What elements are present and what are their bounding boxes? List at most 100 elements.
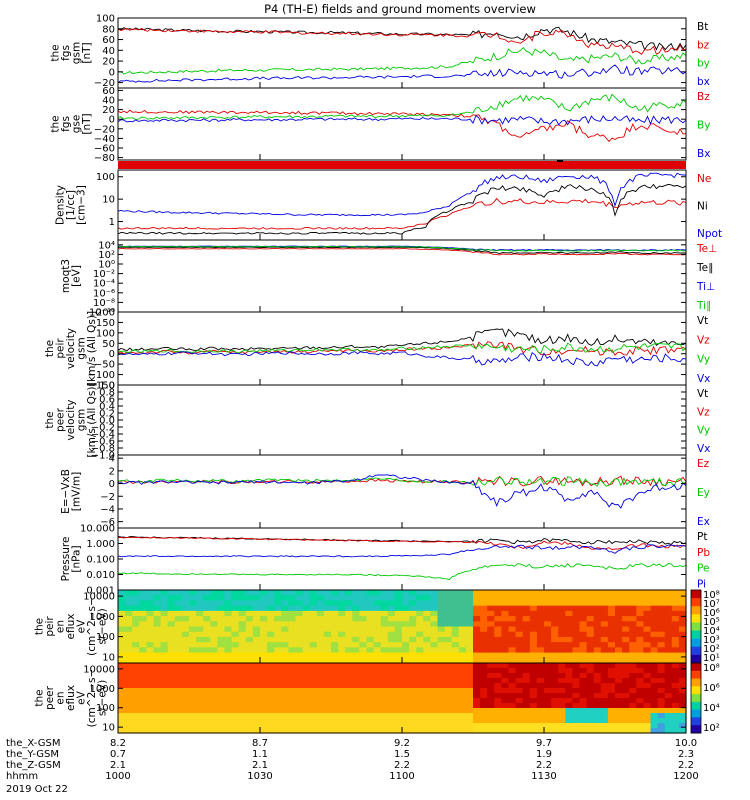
heatmap-cell — [359, 642, 368, 648]
heatmap-cell — [345, 610, 353, 617]
heatmap-cell — [458, 693, 467, 699]
heatmap-cell — [579, 590, 588, 596]
ephemeris-value: 0.7 — [110, 749, 126, 760]
crossing-indicator-mark — [557, 160, 563, 162]
heatmap-cell — [345, 718, 353, 724]
heatmap-cell — [657, 595, 666, 602]
heatmap-cell — [607, 626, 616, 633]
heatmap-cell — [302, 605, 311, 612]
heatmap-cell — [224, 605, 233, 612]
heatmap-cell — [501, 652, 510, 659]
heatmap-cell — [458, 683, 467, 689]
heatmap-cell — [331, 621, 339, 628]
heatmap-cell — [423, 703, 431, 709]
heatmap-cell — [494, 693, 502, 699]
heatmap-cell — [224, 718, 233, 724]
heatmap-cell — [118, 673, 126, 679]
heatmap-cell — [480, 693, 488, 699]
heatmap-cell — [118, 636, 126, 643]
heatmap-cell — [437, 688, 446, 694]
heatmap-cell — [323, 693, 332, 699]
heatmap-cell — [593, 626, 602, 633]
heatmap-cell — [657, 723, 666, 729]
heatmap-cell — [657, 688, 666, 694]
heatmap-cell — [607, 631, 616, 638]
heatmap-cell — [139, 626, 147, 633]
y-tick-label: 10⁻² — [93, 269, 115, 280]
heatmap-cell — [622, 626, 630, 633]
heatmap-cell — [629, 600, 637, 607]
heatmap-cell — [402, 636, 410, 643]
heatmap-cell — [394, 657, 403, 664]
heatmap-cell — [430, 663, 439, 669]
heatmap-cell — [593, 657, 602, 664]
heatmap-cell — [671, 698, 680, 704]
heatmap-cell — [331, 688, 339, 694]
heatmap-cell — [323, 663, 332, 669]
heatmap-cell — [252, 610, 261, 617]
heatmap-cell — [210, 683, 218, 689]
heatmap-cell — [125, 631, 133, 638]
heatmap-cell — [465, 600, 474, 607]
heatmap-cell — [274, 621, 282, 628]
heatmap-cell — [579, 723, 588, 729]
y-tick-label: 0.010 — [86, 570, 115, 581]
heatmap-cell — [465, 668, 474, 674]
heatmap-cell — [387, 626, 396, 633]
heatmap-cell — [295, 626, 304, 633]
heatmap-cell — [402, 678, 410, 684]
heatmap-cell — [402, 647, 410, 654]
heatmap-cell — [671, 616, 680, 622]
heatmap-cell — [118, 668, 126, 674]
heatmap-cell — [245, 728, 254, 734]
heatmap-cell — [678, 636, 687, 643]
heatmap-cell — [139, 663, 147, 669]
heatmap-cell — [309, 610, 318, 617]
heatmap-cell — [309, 688, 318, 694]
heatmap-cell — [423, 673, 431, 679]
heatmap-cell — [465, 626, 474, 633]
colorbar-segment — [691, 638, 701, 648]
heatmap-cell — [558, 678, 566, 684]
heatmap-cell — [167, 636, 176, 643]
y-tick-label: 40 — [102, 46, 115, 57]
colorbar-tick-label: 10⁴ — [703, 626, 720, 637]
heatmap-cell — [643, 605, 652, 612]
heatmap-cell — [409, 678, 417, 684]
heatmap-cell — [480, 610, 488, 617]
heatmap-cell — [224, 708, 233, 714]
heatmap-cell — [508, 616, 517, 622]
heatmap-cell — [174, 708, 183, 714]
heatmap-cell — [252, 723, 261, 729]
heatmap-cell — [636, 723, 644, 729]
heatmap-cell — [650, 595, 659, 602]
series-line-Ni — [117, 183, 687, 235]
heatmap-cell — [274, 673, 282, 679]
heatmap-cell — [551, 723, 559, 729]
ephemeris-value: 1.9 — [536, 749, 552, 760]
heatmap-cell — [118, 600, 126, 607]
heatmap-cell — [338, 642, 346, 648]
heatmap-cell — [579, 703, 588, 709]
heatmap-cell — [196, 728, 204, 734]
heatmap-cell — [174, 595, 183, 602]
heatmap-cell — [664, 683, 673, 689]
heatmap-cell — [252, 616, 261, 622]
heatmap-cell — [544, 631, 552, 638]
heatmap-cell — [153, 703, 162, 709]
colorbar-segment — [691, 590, 701, 599]
heatmap-cell — [224, 621, 233, 628]
heatmap-cell — [444, 616, 453, 622]
heatmap-cell — [118, 683, 126, 689]
heatmap-cell — [657, 590, 666, 596]
heatmap-cell — [622, 668, 630, 674]
heatmap-cell — [217, 728, 226, 734]
series-line-Vx — [117, 350, 687, 367]
heatmap-cell — [593, 636, 602, 643]
heatmap-cell — [572, 718, 581, 724]
heatmap-cell — [352, 605, 360, 612]
heatmap-cell — [643, 647, 652, 654]
heatmap-cell — [224, 657, 233, 664]
